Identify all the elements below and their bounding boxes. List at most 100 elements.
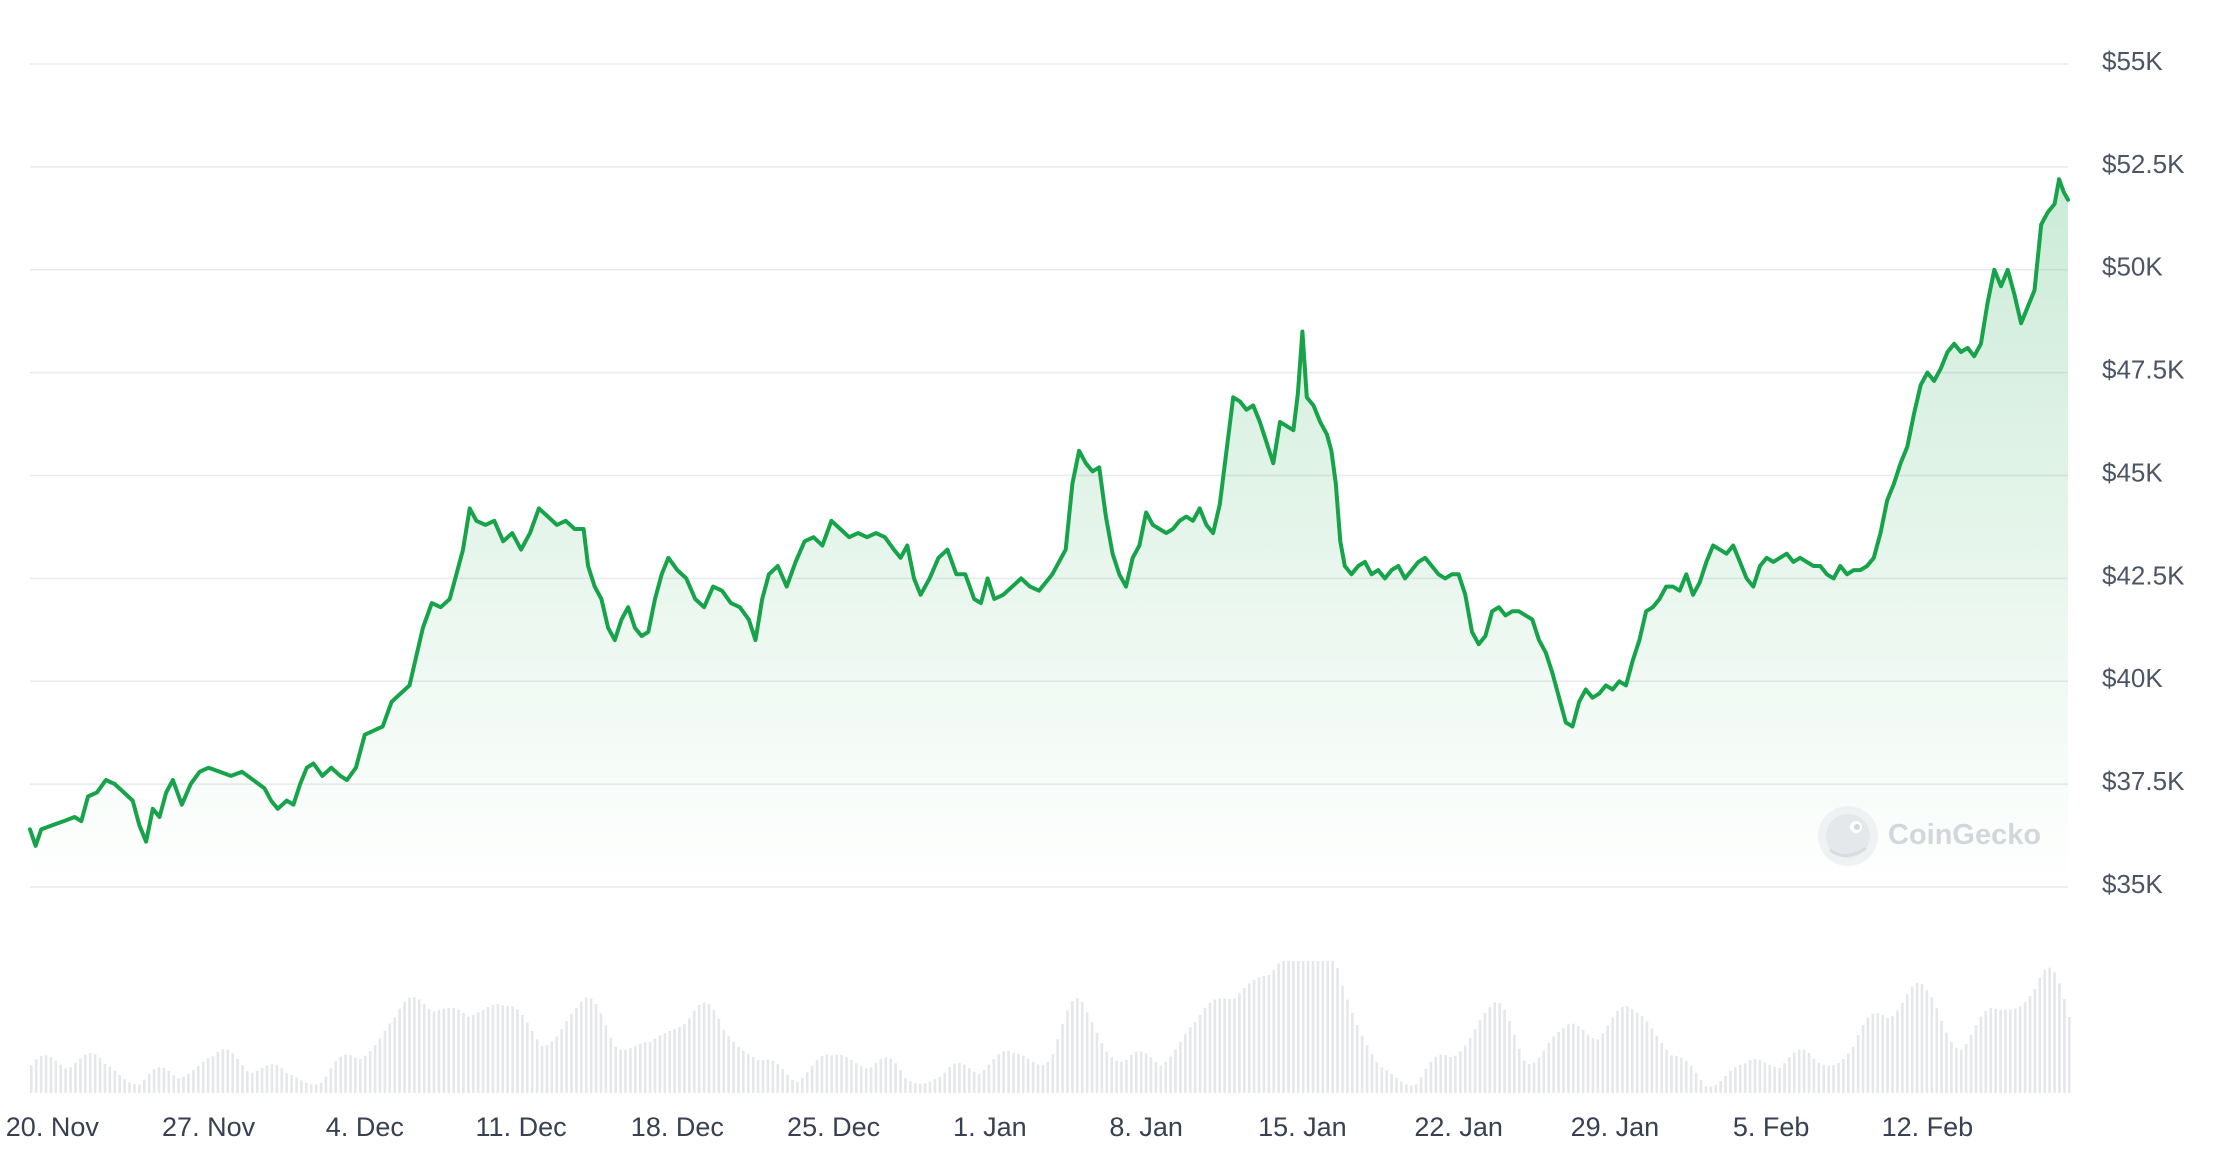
volume-bar: [1856, 1035, 1860, 1093]
volume-bar: [344, 1054, 347, 1093]
volume-bar: [467, 1016, 470, 1093]
volume-bar: [972, 1071, 976, 1093]
volume-bar: [1807, 1053, 1811, 1093]
price-series-line: [28, 177, 2070, 848]
volume-bar: [1763, 1062, 1767, 1093]
volume-bar: [580, 1001, 583, 1093]
volume-bar: [1822, 1064, 1826, 1093]
volume-bar: [1424, 1068, 1428, 1093]
volume-bar: [604, 1025, 608, 1093]
volume-bar: [928, 1081, 932, 1093]
volume-bar: [88, 1053, 92, 1093]
volume-bar: [98, 1058, 102, 1093]
y-tick-label: $35K: [2102, 869, 2163, 899]
y-tick-label: $42.5K: [2102, 560, 2185, 590]
volume-bar: [1660, 1043, 1663, 1093]
volume-bar: [1134, 1051, 1138, 1093]
volume-bar: [403, 1001, 406, 1093]
volume-bar: [1945, 1032, 1948, 1093]
volume-bar: [1193, 1021, 1197, 1093]
volume-bar: [820, 1056, 824, 1093]
volume-bar: [1414, 1084, 1418, 1093]
volume-bar: [1292, 961, 1295, 1093]
volume-bar: [948, 1066, 951, 1093]
volume-bar: [1768, 1065, 1772, 1093]
volume-bar: [1169, 1056, 1172, 1093]
volume-bar: [1188, 1027, 1192, 1093]
volume-bar: [1439, 1054, 1443, 1093]
volume-bar: [1326, 961, 1330, 1093]
volume-bar: [943, 1072, 947, 1093]
volume-bar: [1581, 1029, 1585, 1093]
volume-bar: [987, 1064, 991, 1093]
volume-bar: [1355, 1025, 1359, 1093]
volume-bar: [1272, 970, 1276, 1093]
volume-bar: [255, 1070, 259, 1093]
volume-bar: [840, 1054, 843, 1093]
volume-bar: [1449, 1057, 1452, 1093]
volume-bar: [673, 1029, 676, 1093]
volume-bar: [177, 1078, 180, 1093]
volume-bar: [722, 1029, 726, 1093]
volume-bar: [938, 1077, 942, 1093]
volume-bar: [815, 1060, 819, 1093]
volume-bar: [1842, 1059, 1845, 1093]
volume-bar: [1621, 1006, 1624, 1093]
volume-bar: [859, 1066, 863, 1093]
volume-bar: [1021, 1055, 1025, 1093]
volume-bar: [1537, 1057, 1541, 1093]
volume-bar: [1724, 1075, 1727, 1093]
volume-bar: [1753, 1059, 1757, 1093]
volume-bar: [1709, 1086, 1713, 1093]
volume-bar: [1901, 1002, 1904, 1093]
volume-bar: [1861, 1024, 1865, 1093]
volume-bar: [1508, 1020, 1511, 1093]
volume-bar: [1891, 1016, 1894, 1093]
volume-bar: [1699, 1080, 1703, 1093]
volume-bar: [128, 1082, 131, 1093]
volume-bar: [1626, 1006, 1629, 1093]
volume-bar: [884, 1057, 888, 1093]
volume-bar: [1817, 1063, 1821, 1093]
volume-bar: [196, 1065, 200, 1093]
volume-bar: [1773, 1067, 1776, 1093]
volume-bar: [737, 1046, 740, 1093]
volume-bar: [1940, 1020, 1943, 1093]
volume-bar: [314, 1084, 318, 1093]
volume-bar: [584, 997, 588, 1093]
volume-bar: [894, 1063, 897, 1093]
volume-bar: [1154, 1061, 1158, 1093]
volume-bar: [1026, 1058, 1030, 1093]
volume-bar: [889, 1058, 892, 1093]
volume-bar: [1242, 988, 1246, 1093]
volume-bar: [909, 1081, 912, 1093]
volume-bar: [2004, 1009, 2007, 1093]
volume-bar: [1999, 1010, 2002, 1093]
volume-bar: [309, 1084, 313, 1093]
volume-bar: [751, 1057, 755, 1093]
volume-bar: [1591, 1037, 1595, 1093]
volume-bar: [1959, 1049, 1963, 1093]
volume-bar: [2018, 1006, 2022, 1093]
volume-bar: [1434, 1056, 1438, 1093]
y-axis: $35K $37.5K $40K $42.5K $45K $47.5K $50K $52.5K…: [2102, 46, 2185, 899]
volume-bar: [953, 1063, 956, 1093]
volume-bar: [1306, 961, 1310, 1093]
volume-bar: [108, 1066, 112, 1093]
volume-bar: [324, 1076, 328, 1093]
volume-bar: [1459, 1051, 1462, 1093]
volume-bar: [447, 1007, 451, 1093]
volume-bar: [1017, 1054, 1020, 1093]
volume-bar: [967, 1068, 971, 1093]
volume-bar: [260, 1067, 264, 1093]
volume-bar: [2023, 1002, 2027, 1093]
volume-bar: [1380, 1067, 1384, 1093]
volume-bar: [113, 1070, 117, 1093]
volume-bar: [589, 998, 593, 1093]
volume-bar: [845, 1056, 848, 1093]
volume-bar: [535, 1039, 539, 1093]
volume-bar: [855, 1063, 858, 1093]
y-tick-label: $40K: [2102, 663, 2163, 693]
volume-bar: [555, 1036, 559, 1093]
